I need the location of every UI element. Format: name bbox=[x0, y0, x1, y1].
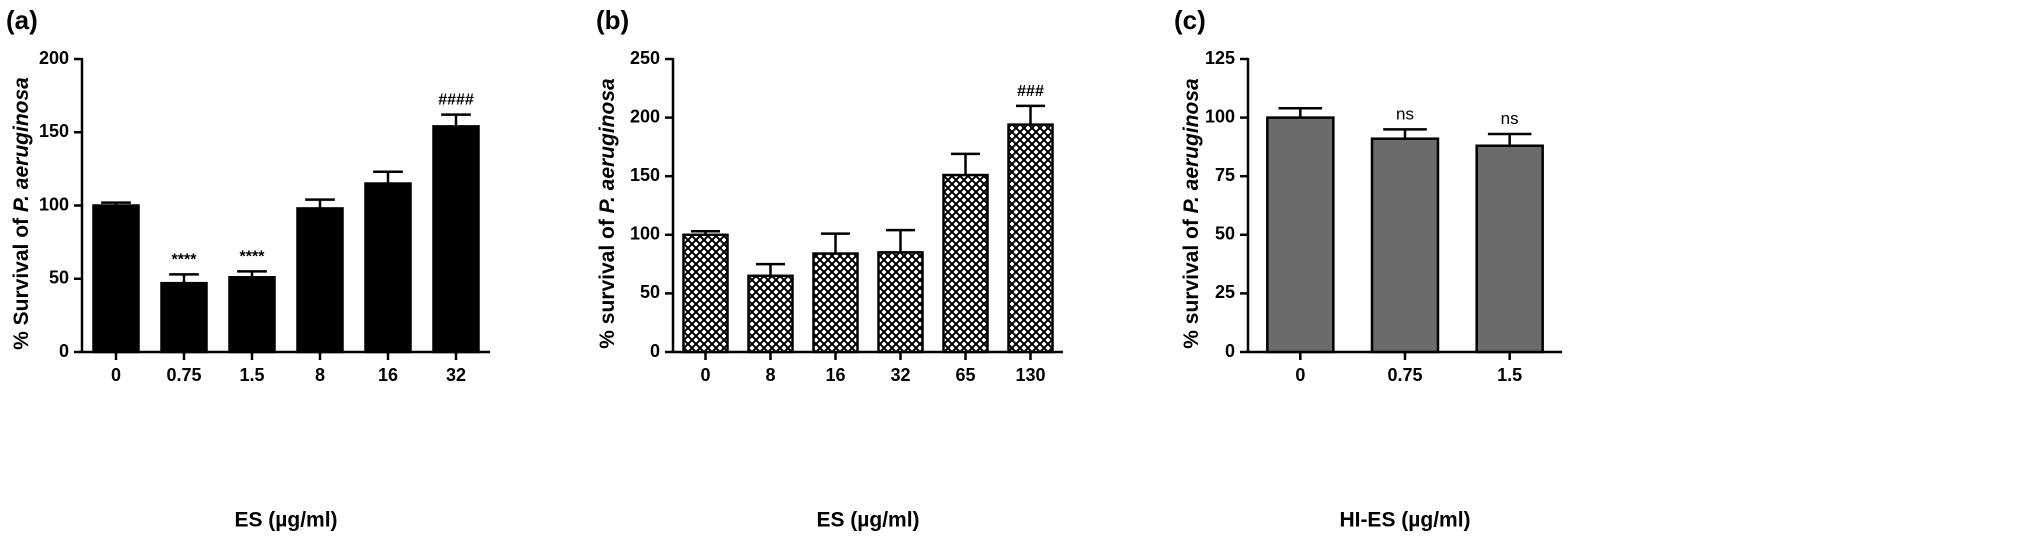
y-tick-label: 200 bbox=[39, 48, 69, 68]
bar bbox=[942, 173, 989, 354]
y-axis-title-species: P. aeruginosa bbox=[1180, 78, 1203, 213]
bar bbox=[1370, 137, 1440, 354]
y-axis-title-prefix: % survival of bbox=[1180, 213, 1203, 348]
x-tick-label: 130 bbox=[1015, 365, 1045, 385]
x-axis-title: ES (µg/ml) bbox=[234, 509, 337, 532]
y-tick-label: 150 bbox=[630, 165, 660, 185]
y-tick-label: 100 bbox=[1205, 106, 1235, 126]
x-tick-label: 0.75 bbox=[1387, 365, 1422, 385]
x-axis-title: ES (µg/ml) bbox=[816, 509, 919, 532]
significance-annotation: #### bbox=[438, 92, 474, 109]
y-tick-label: 250 bbox=[630, 48, 660, 68]
panel-label: (a) bbox=[6, 5, 38, 35]
chart-panel-2: (b) 0 50 100 150 200 250 0 8 16 32 65 130 ### ES (µg/m… bbox=[596, 5, 1063, 532]
bar bbox=[747, 274, 794, 354]
y-axis-title-species: P. aeruginosa bbox=[596, 78, 619, 213]
chart-panel-3: (c) 0 25 50 75 100 125 0 0.75 ns 1.5 ns HI-ES (µg/ml… bbox=[1174, 5, 1562, 532]
bar bbox=[1266, 116, 1335, 354]
y-tick-label: 75 bbox=[1215, 165, 1235, 185]
y-tick-label: 0 bbox=[59, 341, 69, 361]
y-tick-label: 50 bbox=[49, 268, 69, 288]
x-tick-label: 65 bbox=[955, 365, 975, 385]
y-tick-label: 150 bbox=[39, 121, 69, 141]
significance-annotation: **** bbox=[240, 248, 266, 265]
significance-annotation: ns bbox=[1501, 109, 1519, 128]
x-tick-label: 8 bbox=[315, 365, 325, 385]
bar bbox=[877, 251, 924, 354]
y-tick-label: 125 bbox=[1205, 48, 1235, 68]
significance-annotation: ### bbox=[1017, 83, 1044, 100]
bar bbox=[160, 281, 208, 354]
bar bbox=[682, 233, 729, 354]
y-axis-title-species: P. aeruginosa bbox=[10, 77, 33, 212]
y-tick-label: 0 bbox=[1225, 341, 1235, 361]
significance-annotation: ns bbox=[1396, 104, 1414, 123]
y-axis-title: % Survival of P. aeruginosa bbox=[10, 77, 33, 350]
bar bbox=[812, 252, 859, 354]
x-axis-title: HI-ES (µg/ml) bbox=[1339, 509, 1470, 532]
y-axis-title: % survival of P. aeruginosa bbox=[596, 78, 619, 349]
x-tick-label: 8 bbox=[765, 365, 775, 385]
panel-label: (b) bbox=[596, 5, 629, 35]
x-tick-label: 1.5 bbox=[239, 365, 264, 385]
y-axis-title: % survival of P. aeruginosa bbox=[1180, 78, 1203, 349]
bar bbox=[228, 276, 276, 354]
x-tick-label: 1.5 bbox=[1497, 365, 1522, 385]
bar bbox=[1007, 123, 1054, 354]
y-tick-label: 25 bbox=[1215, 282, 1235, 302]
y-tick-label: 100 bbox=[39, 194, 69, 214]
bar bbox=[92, 204, 140, 354]
y-tick-label: 200 bbox=[630, 106, 660, 126]
panel-label: (c) bbox=[1174, 5, 1206, 35]
y-axis-title-prefix: % Survival of bbox=[10, 212, 33, 350]
x-tick-label: 0 bbox=[1295, 365, 1305, 385]
x-tick-label: 0 bbox=[111, 365, 121, 385]
y-tick-label: 50 bbox=[1215, 224, 1235, 244]
y-tick-label: 0 bbox=[650, 341, 660, 361]
bar bbox=[364, 182, 412, 354]
x-tick-label: 16 bbox=[825, 365, 845, 385]
bar bbox=[1475, 144, 1544, 354]
x-tick-label: 32 bbox=[446, 365, 466, 385]
y-tick-label: 100 bbox=[630, 224, 660, 244]
x-tick-label: 16 bbox=[378, 365, 398, 385]
significance-annotation: **** bbox=[172, 251, 198, 268]
bar bbox=[296, 207, 344, 354]
y-tick-label: 50 bbox=[640, 282, 660, 302]
x-tick-label: 0 bbox=[700, 365, 710, 385]
chart-panel-1: (a) 0 50 100 150 200 0 0.75 **** 1.5 **** 8 16 32 ####… bbox=[6, 5, 490, 532]
y-axis-title-prefix: % survival of bbox=[596, 213, 619, 348]
x-tick-label: 32 bbox=[890, 365, 910, 385]
bar bbox=[432, 125, 480, 354]
x-tick-label: 0.75 bbox=[166, 365, 201, 385]
